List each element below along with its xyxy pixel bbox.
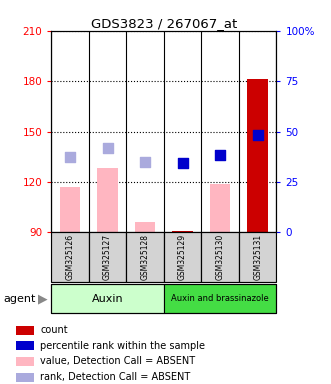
Point	[142, 159, 148, 165]
Text: Auxin: Auxin	[92, 293, 123, 304]
Text: GSM325127: GSM325127	[103, 234, 112, 280]
Bar	[17, 326, 34, 334]
Bar	[51, 232, 89, 282]
Bar	[126, 232, 164, 282]
Text: GSM325128: GSM325128	[141, 234, 150, 280]
Bar	[247, 79, 268, 232]
Bar	[89, 232, 126, 282]
Bar	[51, 284, 164, 313]
Bar	[239, 232, 276, 282]
Bar	[172, 231, 193, 232]
Bar	[97, 169, 118, 232]
Point	[217, 152, 223, 158]
Title: GDS3823 / 267067_at: GDS3823 / 267067_at	[91, 17, 237, 30]
Text: percentile rank within the sample: percentile rank within the sample	[40, 341, 205, 351]
Bar	[60, 187, 80, 232]
Text: ▶: ▶	[38, 292, 48, 305]
Point	[105, 145, 110, 151]
Text: GSM325131: GSM325131	[253, 234, 262, 280]
Text: GSM325129: GSM325129	[178, 234, 187, 280]
Bar	[164, 232, 201, 282]
Point	[68, 154, 73, 160]
Bar	[210, 184, 230, 232]
Bar	[201, 232, 239, 282]
Point	[180, 161, 185, 167]
Text: count: count	[40, 325, 68, 335]
Text: GSM325130: GSM325130	[215, 234, 225, 280]
Text: value, Detection Call = ABSENT: value, Detection Call = ABSENT	[40, 356, 195, 366]
Bar	[17, 357, 34, 366]
Text: GSM325126: GSM325126	[66, 234, 74, 280]
Text: rank, Detection Call = ABSENT: rank, Detection Call = ABSENT	[40, 372, 191, 382]
Bar	[17, 341, 34, 350]
Bar	[135, 222, 156, 232]
Point	[255, 132, 260, 138]
Bar	[164, 284, 276, 313]
Bar	[17, 373, 34, 382]
Text: Auxin and brassinazole: Auxin and brassinazole	[171, 294, 269, 303]
Text: agent: agent	[3, 293, 36, 304]
